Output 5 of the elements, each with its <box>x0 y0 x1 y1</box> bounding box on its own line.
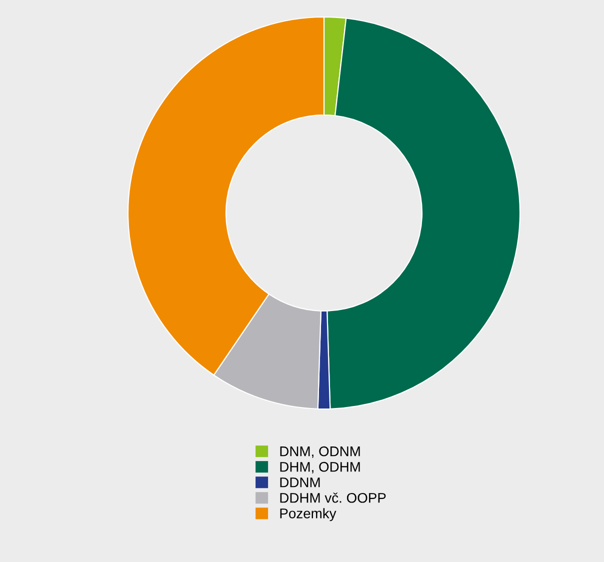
legend-label: DDHM vč. OOPP <box>280 492 386 503</box>
legend-label: DHM, ODHM <box>280 462 360 474</box>
legend-label: DDNM <box>280 478 320 488</box>
legend-label: Pozemky <box>280 508 336 522</box>
legend-label: DNM, ODNM <box>280 446 360 458</box>
